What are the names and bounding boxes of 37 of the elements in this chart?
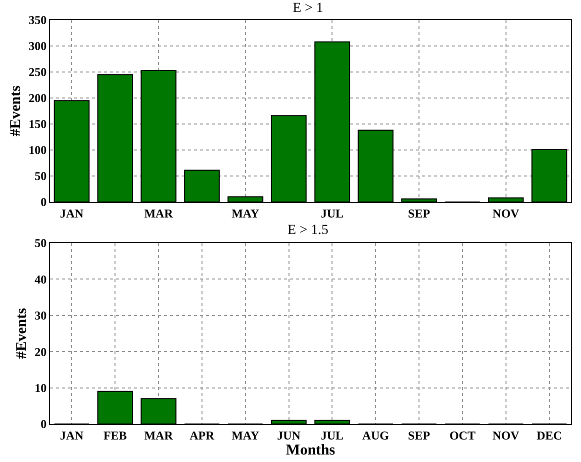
y-tick-label: 40 [34, 272, 47, 286]
y-tick-label: 300 [28, 39, 47, 54]
chart-title: E > 1.5 [287, 222, 328, 238]
y-tick-label: 30 [34, 308, 47, 323]
y-tick-label: 50 [34, 169, 47, 184]
x-tick-label: OCT [449, 428, 476, 442]
y-tick-label: 20 [34, 344, 47, 359]
x-tick-label: SEP [408, 428, 430, 442]
x-tick-label: JAN [60, 428, 84, 442]
y-tick-label: 50 [34, 236, 47, 250]
y-tick-label: 10 [34, 381, 47, 395]
x-tick-label: APR [190, 428, 215, 442]
y-tick-label: 0 [40, 417, 47, 432]
x-axis-title: Months [286, 442, 336, 458]
x-tick-label: MAR [144, 428, 174, 442]
y-tick-label: 100 [28, 143, 47, 158]
y-axis-title: #Events [14, 308, 30, 359]
x-tick-label: NOV [492, 428, 520, 442]
x-tick-label: NOV [492, 206, 520, 220]
y-tick-label: 250 [28, 65, 47, 80]
x-tick-label: SEP [408, 206, 430, 220]
x-tick-label: JUL [320, 206, 344, 220]
x-tick-label: DEC [536, 428, 562, 442]
x-tick-label: JAN [60, 206, 84, 220]
chart-title: E > 1 [292, 0, 324, 16]
y-tick-label: 150 [28, 117, 47, 132]
x-tick-label: FEB [103, 428, 127, 442]
x-tick-label: JUN [277, 428, 301, 442]
y-tick-label: 200 [28, 91, 47, 106]
y-tick-label: 350 [28, 13, 47, 28]
x-tick-label: MAY [232, 206, 260, 220]
x-tick-label: AUG [362, 428, 389, 442]
y-axis-title: #Events [8, 85, 24, 136]
x-tick-label: JUL [320, 428, 344, 442]
y-tick-label: 0 [40, 195, 47, 210]
x-tick-label: MAY [232, 428, 260, 442]
x-tick-label: MAR [144, 206, 174, 220]
